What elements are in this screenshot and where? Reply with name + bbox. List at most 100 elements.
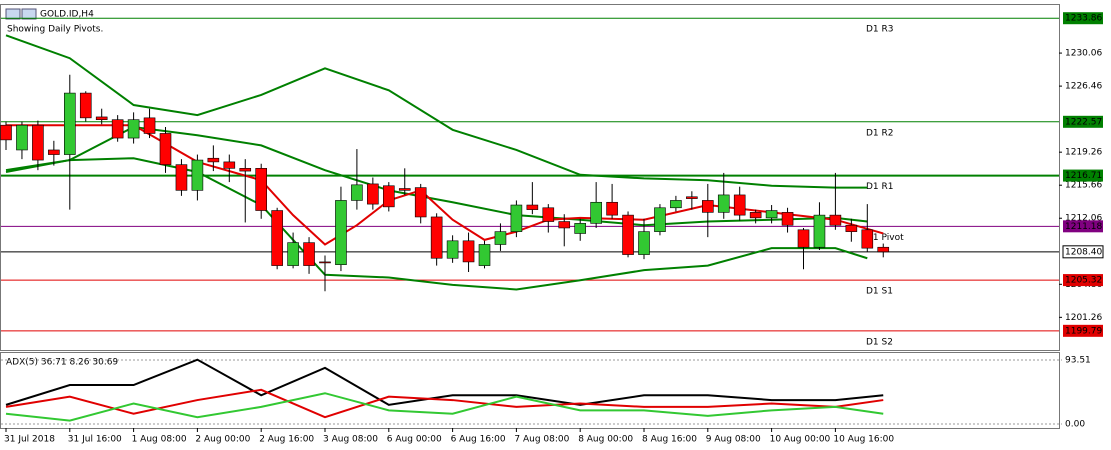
candle-body xyxy=(733,194,746,216)
price-label: 1205.32 xyxy=(1065,276,1102,286)
indicator-line xyxy=(5,34,868,189)
symbol: GOLD.ID,H4 xyxy=(40,10,94,20)
y-tick-label: 1226.46 xyxy=(1065,82,1102,92)
x-tick-label: 31 Jul 16:00 xyxy=(68,435,122,445)
x-tick-label: 8 Aug 16:00 xyxy=(642,435,697,445)
candle-body xyxy=(382,185,395,208)
candle-body xyxy=(32,124,44,161)
price-label: 1199.79 xyxy=(1065,326,1102,336)
candle-body xyxy=(542,207,555,222)
price-label: 1211.18 xyxy=(1065,222,1102,232)
candle-body xyxy=(191,159,204,191)
candle-body xyxy=(749,212,762,219)
candle-body xyxy=(398,188,411,191)
candle-body xyxy=(159,133,172,165)
candle-body xyxy=(430,216,443,259)
candle-body xyxy=(877,246,890,253)
candle-body xyxy=(813,214,826,248)
candle-body xyxy=(271,210,283,266)
candle-body xyxy=(781,212,794,226)
candle-body xyxy=(414,187,427,218)
x-tick-label: 8 Aug 00:00 xyxy=(578,435,633,445)
candle-body xyxy=(845,224,858,232)
pivot-name: D1 S2 xyxy=(866,337,893,347)
symbol-icon xyxy=(5,8,21,20)
candle-body xyxy=(701,200,714,213)
candle-body xyxy=(494,231,507,245)
indicator-line xyxy=(5,392,884,422)
x-tick-label: 6 Aug 16:00 xyxy=(451,435,506,445)
candle-body xyxy=(797,229,810,248)
candle-body xyxy=(223,161,236,169)
candle-body xyxy=(48,149,60,155)
candle-body xyxy=(79,92,92,119)
candle-body xyxy=(319,261,331,264)
price-label: 1216.71 xyxy=(1065,171,1102,181)
y-tick-label: 1215.66 xyxy=(1065,181,1102,191)
candle-body xyxy=(287,242,299,266)
candle-body xyxy=(765,210,778,219)
candle-body xyxy=(111,119,124,139)
y-tick-label: 93.51 xyxy=(1065,356,1091,366)
y-tick-label: 1212.06 xyxy=(1065,214,1102,224)
candle-body xyxy=(446,240,459,259)
symbol-icon xyxy=(21,8,37,20)
indicator-line xyxy=(6,124,884,246)
x-tick-label: 3 Aug 08:00 xyxy=(323,435,378,445)
price-box xyxy=(1063,274,1103,287)
candle-body xyxy=(335,200,347,265)
x-tick-label: 31 Jul 2018 xyxy=(4,435,55,445)
candle-body xyxy=(717,194,730,213)
indicator-line xyxy=(5,358,884,406)
price-box xyxy=(1063,324,1103,337)
candle-body xyxy=(95,116,108,120)
x-tick-label: 2 Aug 00:00 xyxy=(195,435,250,445)
x-tick-label: 1 Aug 08:00 xyxy=(132,435,187,445)
candle-body xyxy=(638,231,650,255)
candle-body xyxy=(127,119,140,139)
candle-body xyxy=(303,242,315,266)
candle-body xyxy=(606,201,618,216)
candle-body xyxy=(654,207,666,232)
candle-body xyxy=(0,124,12,141)
y-tick-label: 1230.06 xyxy=(1065,49,1102,59)
candle-body xyxy=(478,244,491,266)
price-label: 1208.40 xyxy=(1065,247,1102,257)
candle-body xyxy=(558,221,571,229)
candle-body xyxy=(574,223,587,234)
price-box xyxy=(1062,245,1104,259)
candle-body xyxy=(861,229,874,249)
adx-panel xyxy=(0,352,1060,429)
x-tick-label: 2 Aug 16:00 xyxy=(259,435,314,445)
price-box xyxy=(1063,12,1103,25)
candle-body xyxy=(207,157,220,163)
candle-body xyxy=(686,196,698,199)
y-tick-label: 0.00 xyxy=(1065,420,1085,430)
x-tick-label: 6 Aug 00:00 xyxy=(387,435,442,445)
candle-body xyxy=(175,164,188,191)
candle-body xyxy=(351,184,363,201)
candle-body xyxy=(670,200,682,209)
price-box xyxy=(1063,115,1103,128)
pivot-name: D1 S1 xyxy=(866,287,893,297)
candle-body xyxy=(622,214,634,255)
main-panel xyxy=(0,4,1060,351)
pivot-name: D1 Pivot xyxy=(866,233,904,243)
candle-body xyxy=(367,183,379,205)
price-label: 1222.57 xyxy=(1065,117,1102,127)
note: Showing Daily Pivots. xyxy=(7,25,103,35)
x-tick-label: 7 Aug 08:00 xyxy=(514,435,569,445)
candle-body xyxy=(829,214,842,226)
candle-body xyxy=(590,201,602,224)
candle-body xyxy=(462,240,475,263)
candle-body xyxy=(64,92,76,155)
pivot-name: D1 R1 xyxy=(866,182,894,192)
x-tick-label: 9 Aug 08:00 xyxy=(706,435,761,445)
indicator-line xyxy=(5,157,868,291)
indicator-line xyxy=(5,388,884,419)
candle-body xyxy=(16,124,28,151)
price-box xyxy=(1063,220,1103,233)
candle-body xyxy=(143,117,156,134)
pivot-name: D1 R3 xyxy=(866,25,894,35)
price-box xyxy=(1063,169,1103,182)
